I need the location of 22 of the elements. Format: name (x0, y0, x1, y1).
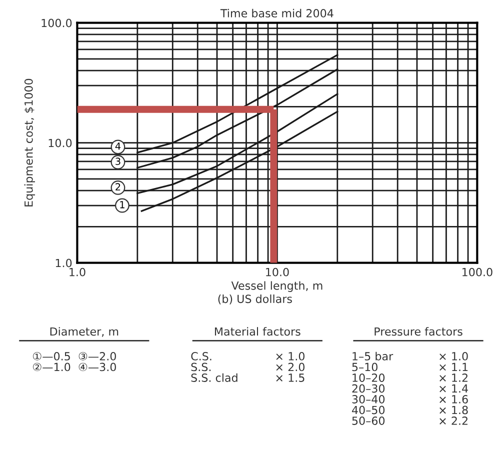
text: C.S. S.S. S.S. clad (191, 352, 238, 382)
text: Diameter, m (50, 327, 118, 337)
series-label: 4 (115, 142, 121, 150)
text: Pressure factors (374, 327, 462, 336)
series-label: 2 (116, 183, 120, 190)
x-tick-label: 10.0 (266, 268, 289, 276)
y-tick-label: 1.0 (56, 258, 72, 268)
text: × 1.0 × 2.0 × 1.5 (276, 352, 304, 382)
x-axis-title: Vessel length, m (231, 281, 322, 292)
text: 1–5 bar 5–10 10–20 20–30 30–40 40–50 50–60 (352, 352, 394, 425)
text: (b) US dollars (218, 294, 292, 304)
y-tick-label: 10.0 (48, 138, 72, 148)
series-label: 3 (116, 158, 120, 166)
text: ①—0.5 ③—2.0 ②—1.0 ④—3.0 (33, 352, 116, 372)
text: × 1.0 × 1.1 × 1.2 × 1.4 × 1.6 × 1.8 × 2.2 (440, 352, 468, 425)
text: Material factors (214, 327, 300, 336)
y-axis-title: Equipment cost, $1000 (24, 78, 35, 206)
x-tick-label: 100.0 (462, 268, 492, 276)
x-tick-label: 1.0 (70, 268, 86, 276)
series-label: 1 (120, 201, 124, 208)
chart-title: Time base mid 2004 (220, 8, 334, 18)
y-tick-label: 100.0 (42, 18, 72, 28)
